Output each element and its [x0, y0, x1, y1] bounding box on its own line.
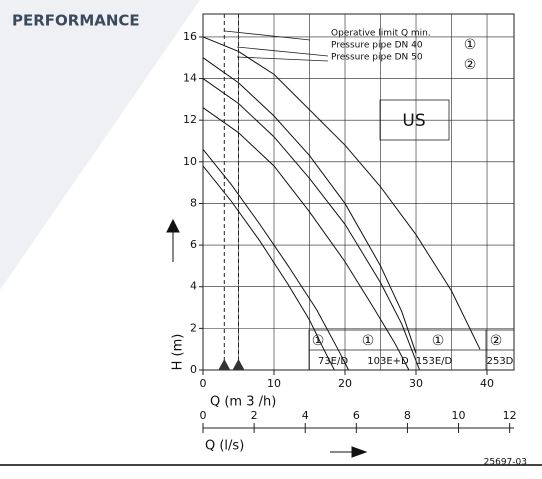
curve	[202, 149, 350, 371]
x-tick-label: 10	[267, 377, 281, 390]
x2-axis-label: Q (l/s)	[205, 439, 244, 454]
arrow	[166, 218, 180, 262]
y-tick-label: 12	[183, 113, 197, 126]
chart-title: PERFORMANCE	[12, 12, 140, 30]
y-tick-label: 4	[190, 280, 197, 293]
qmin-marker	[218, 359, 231, 370]
x-axis-label: Q (m 3 /h)	[210, 395, 276, 410]
x2-tick-label: 10	[452, 409, 466, 422]
legend-line	[236, 56, 329, 62]
region-label: US	[402, 111, 425, 131]
y-tick-label: 0	[190, 363, 197, 376]
x2-tick-label: 4	[302, 409, 309, 422]
curve	[202, 78, 421, 371]
model-label: 253D	[487, 356, 514, 367]
x-tick-label: 20	[338, 377, 352, 390]
curve	[202, 165, 335, 371]
y-tick-label: 16	[183, 30, 197, 43]
legend-line	[224, 30, 311, 41]
y-tick-label: 10	[183, 155, 197, 168]
y-axis-label: H (m)	[171, 334, 186, 371]
y-tick-label: 6	[190, 238, 197, 251]
x-tick-label: 40	[480, 377, 494, 390]
legend-mark: ②	[464, 57, 477, 73]
curve	[202, 107, 410, 371]
model-label: 103E+D	[367, 356, 409, 367]
legend-line	[236, 46, 329, 57]
model-label: 153E/D	[416, 356, 453, 367]
qmin-marker	[232, 359, 245, 370]
x2-tick-label: 0	[200, 409, 207, 422]
background-shape	[0, 0, 200, 290]
x-tick-label: 0	[200, 377, 207, 390]
model-mark: ①	[362, 333, 375, 349]
model-label: 73E/D	[318, 356, 348, 367]
model-mark: ①	[432, 333, 445, 349]
legend-text: Pressure pipe DN 40	[331, 41, 423, 51]
curve	[202, 57, 417, 354]
curve	[202, 36, 481, 350]
x2-tick-label: 2	[251, 409, 258, 422]
model-mark: ②	[490, 333, 503, 349]
x2-tick-label: 12	[503, 409, 517, 422]
y-tick-label: 8	[190, 196, 197, 209]
x-tick-label: 30	[409, 377, 423, 390]
y-tick-label: 14	[183, 72, 197, 85]
legend-mark: ①	[464, 37, 477, 53]
y-tick-label: 2	[190, 321, 197, 334]
legend-text: Operative limit Q min.	[331, 29, 431, 39]
x2-tick-label: 8	[404, 409, 411, 422]
arrow	[330, 446, 368, 458]
figure-code: 25697-03	[484, 458, 527, 468]
x2-tick-label: 6	[353, 409, 360, 422]
legend-text: Pressure pipe DN 50	[331, 53, 423, 63]
